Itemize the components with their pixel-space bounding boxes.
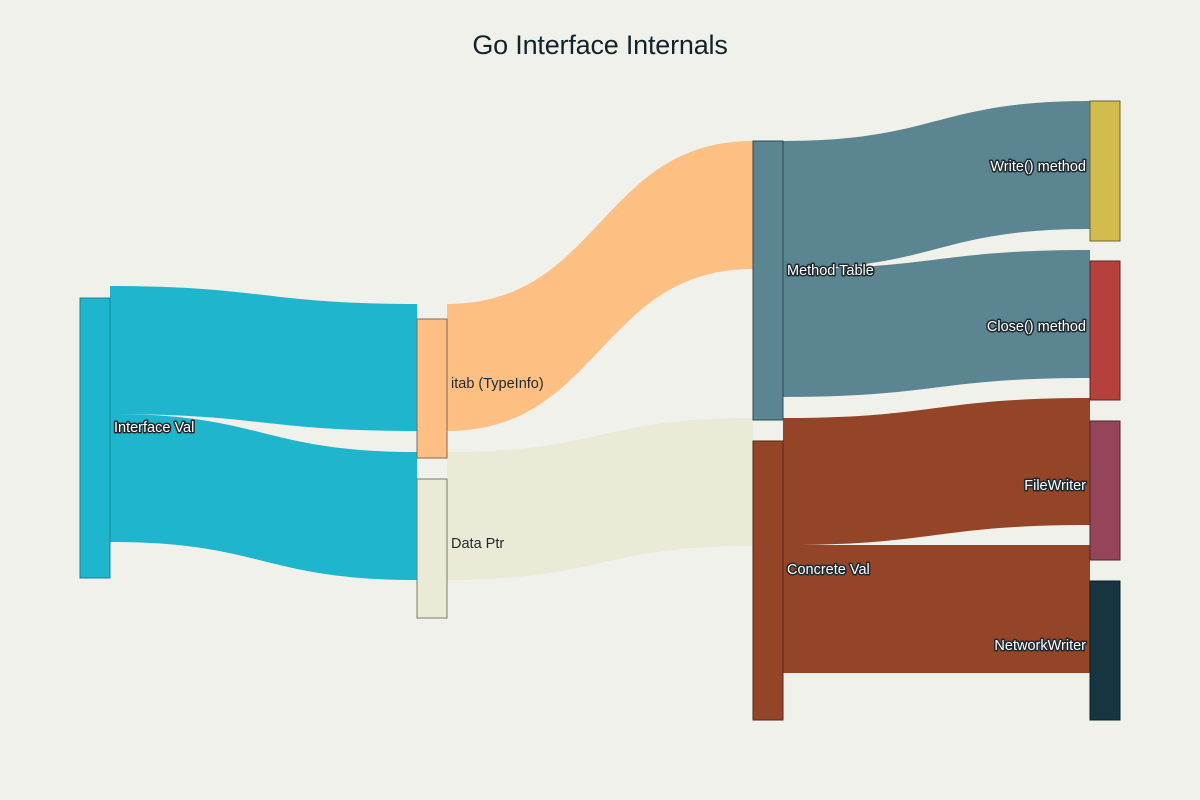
node-method-table[interactable] bbox=[752, 140, 784, 421]
chart-title: Go Interface Internals bbox=[472, 30, 728, 60]
node-close-method[interactable] bbox=[1089, 260, 1121, 401]
label-itab: itab (TypeInfo) bbox=[451, 376, 544, 392]
link-itab-to-method-table[interactable] bbox=[447, 141, 753, 431]
node-filewriter[interactable] bbox=[1089, 420, 1121, 561]
link-concrete-val-to-networkwriter[interactable] bbox=[783, 545, 1090, 673]
label-write-method: Write() method bbox=[990, 159, 1086, 175]
link-interface-val-to-itab[interactable] bbox=[110, 286, 417, 431]
node-itab[interactable] bbox=[416, 318, 448, 459]
node-labels: Interface Val itab (TypeInfo) Data Ptr M… bbox=[113, 158, 1088, 656]
link-data-ptr-to-concrete-val[interactable] bbox=[447, 418, 753, 580]
label-interface-val: Interface Val bbox=[114, 420, 194, 436]
label-data-ptr: Data Ptr bbox=[451, 536, 504, 552]
link-method-table-to-close[interactable] bbox=[783, 250, 1090, 397]
label-networkwriter: NetworkWriter bbox=[994, 638, 1086, 654]
link-interface-val-to-data-ptr[interactable] bbox=[110, 414, 417, 580]
label-close-method: Close() method bbox=[987, 319, 1086, 335]
label-filewriter: FileWriter bbox=[1024, 478, 1086, 494]
link-method-table-to-write[interactable] bbox=[783, 101, 1090, 269]
node-data-ptr[interactable] bbox=[416, 478, 448, 619]
links bbox=[110, 101, 1090, 673]
nodes bbox=[79, 100, 1121, 721]
node-interface-val[interactable] bbox=[79, 297, 111, 579]
label-method-table: Method Table bbox=[787, 263, 874, 279]
node-networkwriter[interactable] bbox=[1089, 580, 1121, 721]
node-write-method[interactable] bbox=[1089, 100, 1121, 242]
label-concrete-val: Concrete Val bbox=[787, 562, 870, 578]
node-concrete-val[interactable] bbox=[752, 440, 784, 721]
link-concrete-val-to-filewriter[interactable] bbox=[783, 398, 1090, 545]
